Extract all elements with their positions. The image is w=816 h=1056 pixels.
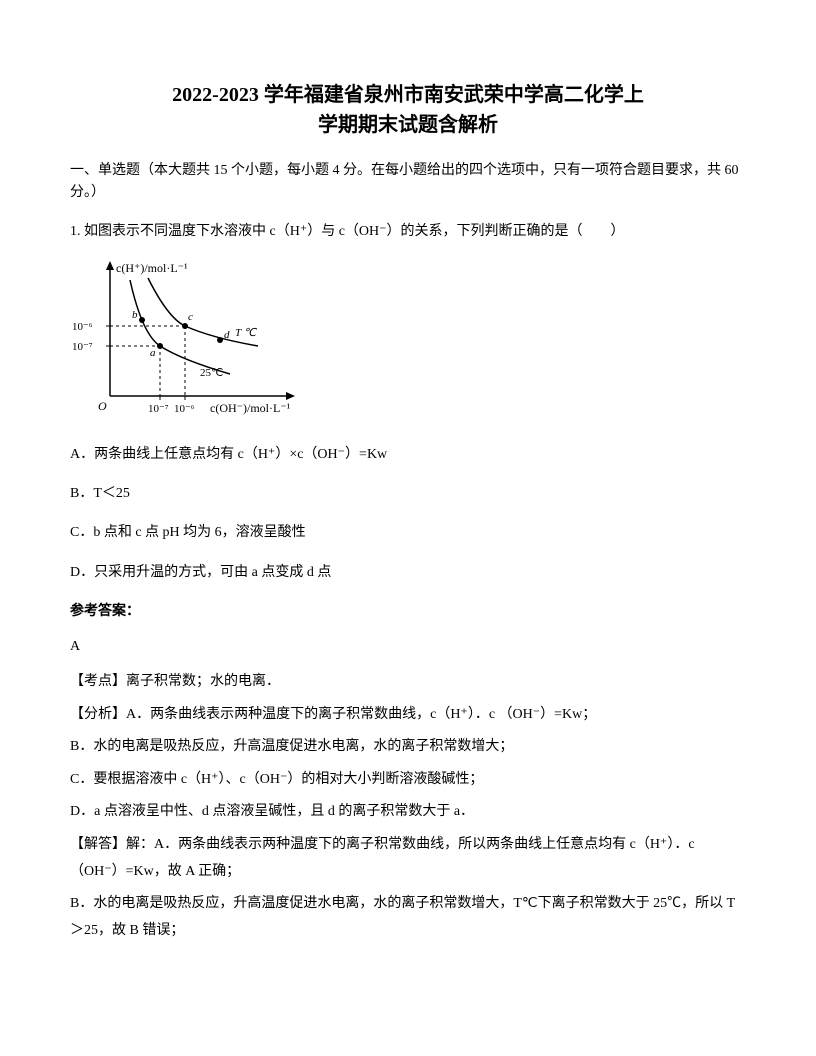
title-line-2: 学期期末试题含解析 <box>70 110 746 140</box>
answer-header: 参考答案： <box>70 599 746 624</box>
origin-label: O <box>98 399 107 413</box>
option-d: D．只采用升温的方式，可由 a 点变成 d 点 <box>70 560 746 585</box>
x-tick-2: 10⁻⁶ <box>174 403 195 415</box>
kaodian: 【考点】离子积常数；水的电离． <box>70 669 746 696</box>
fenxi-a: 【分析】A．两条曲线表示两种温度下的离子积常数曲线，c（H⁺）．c （OH⁻）=… <box>70 702 746 729</box>
x-tick-1: 10⁻⁷ <box>148 403 169 415</box>
option-a: A．两条曲线上任意点均有 c（H⁺）×c（OH⁻）=Kw <box>70 442 746 467</box>
point-d: d <box>224 329 230 341</box>
point-c: c <box>188 311 193 323</box>
y-axis-label: c(H⁺)/mol·L⁻¹ <box>116 261 188 275</box>
fenxi-c: C．要根据溶液中 c（H⁺）、c（OH⁻）的相对大小判断溶液酸碱性； <box>70 767 746 794</box>
chart-figure: c(H⁺)/mol·L⁻¹ 10⁻⁶ 10⁻⁷ 10⁻⁷ 10⁻⁶ O c(OH… <box>70 256 746 426</box>
jieda-a: 【解答】解：A．两条曲线表示两种温度下的离子积常数曲线，所以两条曲线上任意点均有… <box>70 832 746 885</box>
point-a: a <box>150 347 156 359</box>
point-b: b <box>132 309 138 321</box>
section-header: 一、单选题（本大题共 15 个小题，每小题 4 分。在每小题给出的四个选项中，只… <box>70 160 746 205</box>
answer-text: A <box>70 634 746 659</box>
curve-25c-label: 25℃ <box>200 367 223 379</box>
fenxi-d: D．a 点溶液呈中性、d 点溶液呈碱性，且 d 的离子积常数大于 a． <box>70 799 746 826</box>
x-axis-label: c(OH⁻)/mol·L⁻¹ <box>210 401 291 415</box>
y-tick-2: 10⁻⁷ <box>72 341 93 353</box>
option-b: B．T＜25 <box>70 481 746 506</box>
option-c: C．b 点和 c 点 pH 均为 6，溶液呈酸性 <box>70 520 746 545</box>
curve-t-label: T ℃ <box>235 327 258 339</box>
y-tick-1: 10⁻⁶ <box>72 321 93 333</box>
jieda-b: B．水的电离是吸热反应，升高温度促进水电离，水的离子积常数增大，T℃下离子积常数… <box>70 891 746 944</box>
question-1: 1. 如图表示不同温度下水溶液中 c（H⁺）与 c（OH⁻）的关系，下列判断正确… <box>70 219 746 244</box>
title-line-1: 2022-2023 学年福建省泉州市南安武荣中学高二化学上 <box>70 80 746 110</box>
fenxi-b: B．水的电离是吸热反应，升高温度促进水电离，水的离子积常数增大； <box>70 734 746 761</box>
